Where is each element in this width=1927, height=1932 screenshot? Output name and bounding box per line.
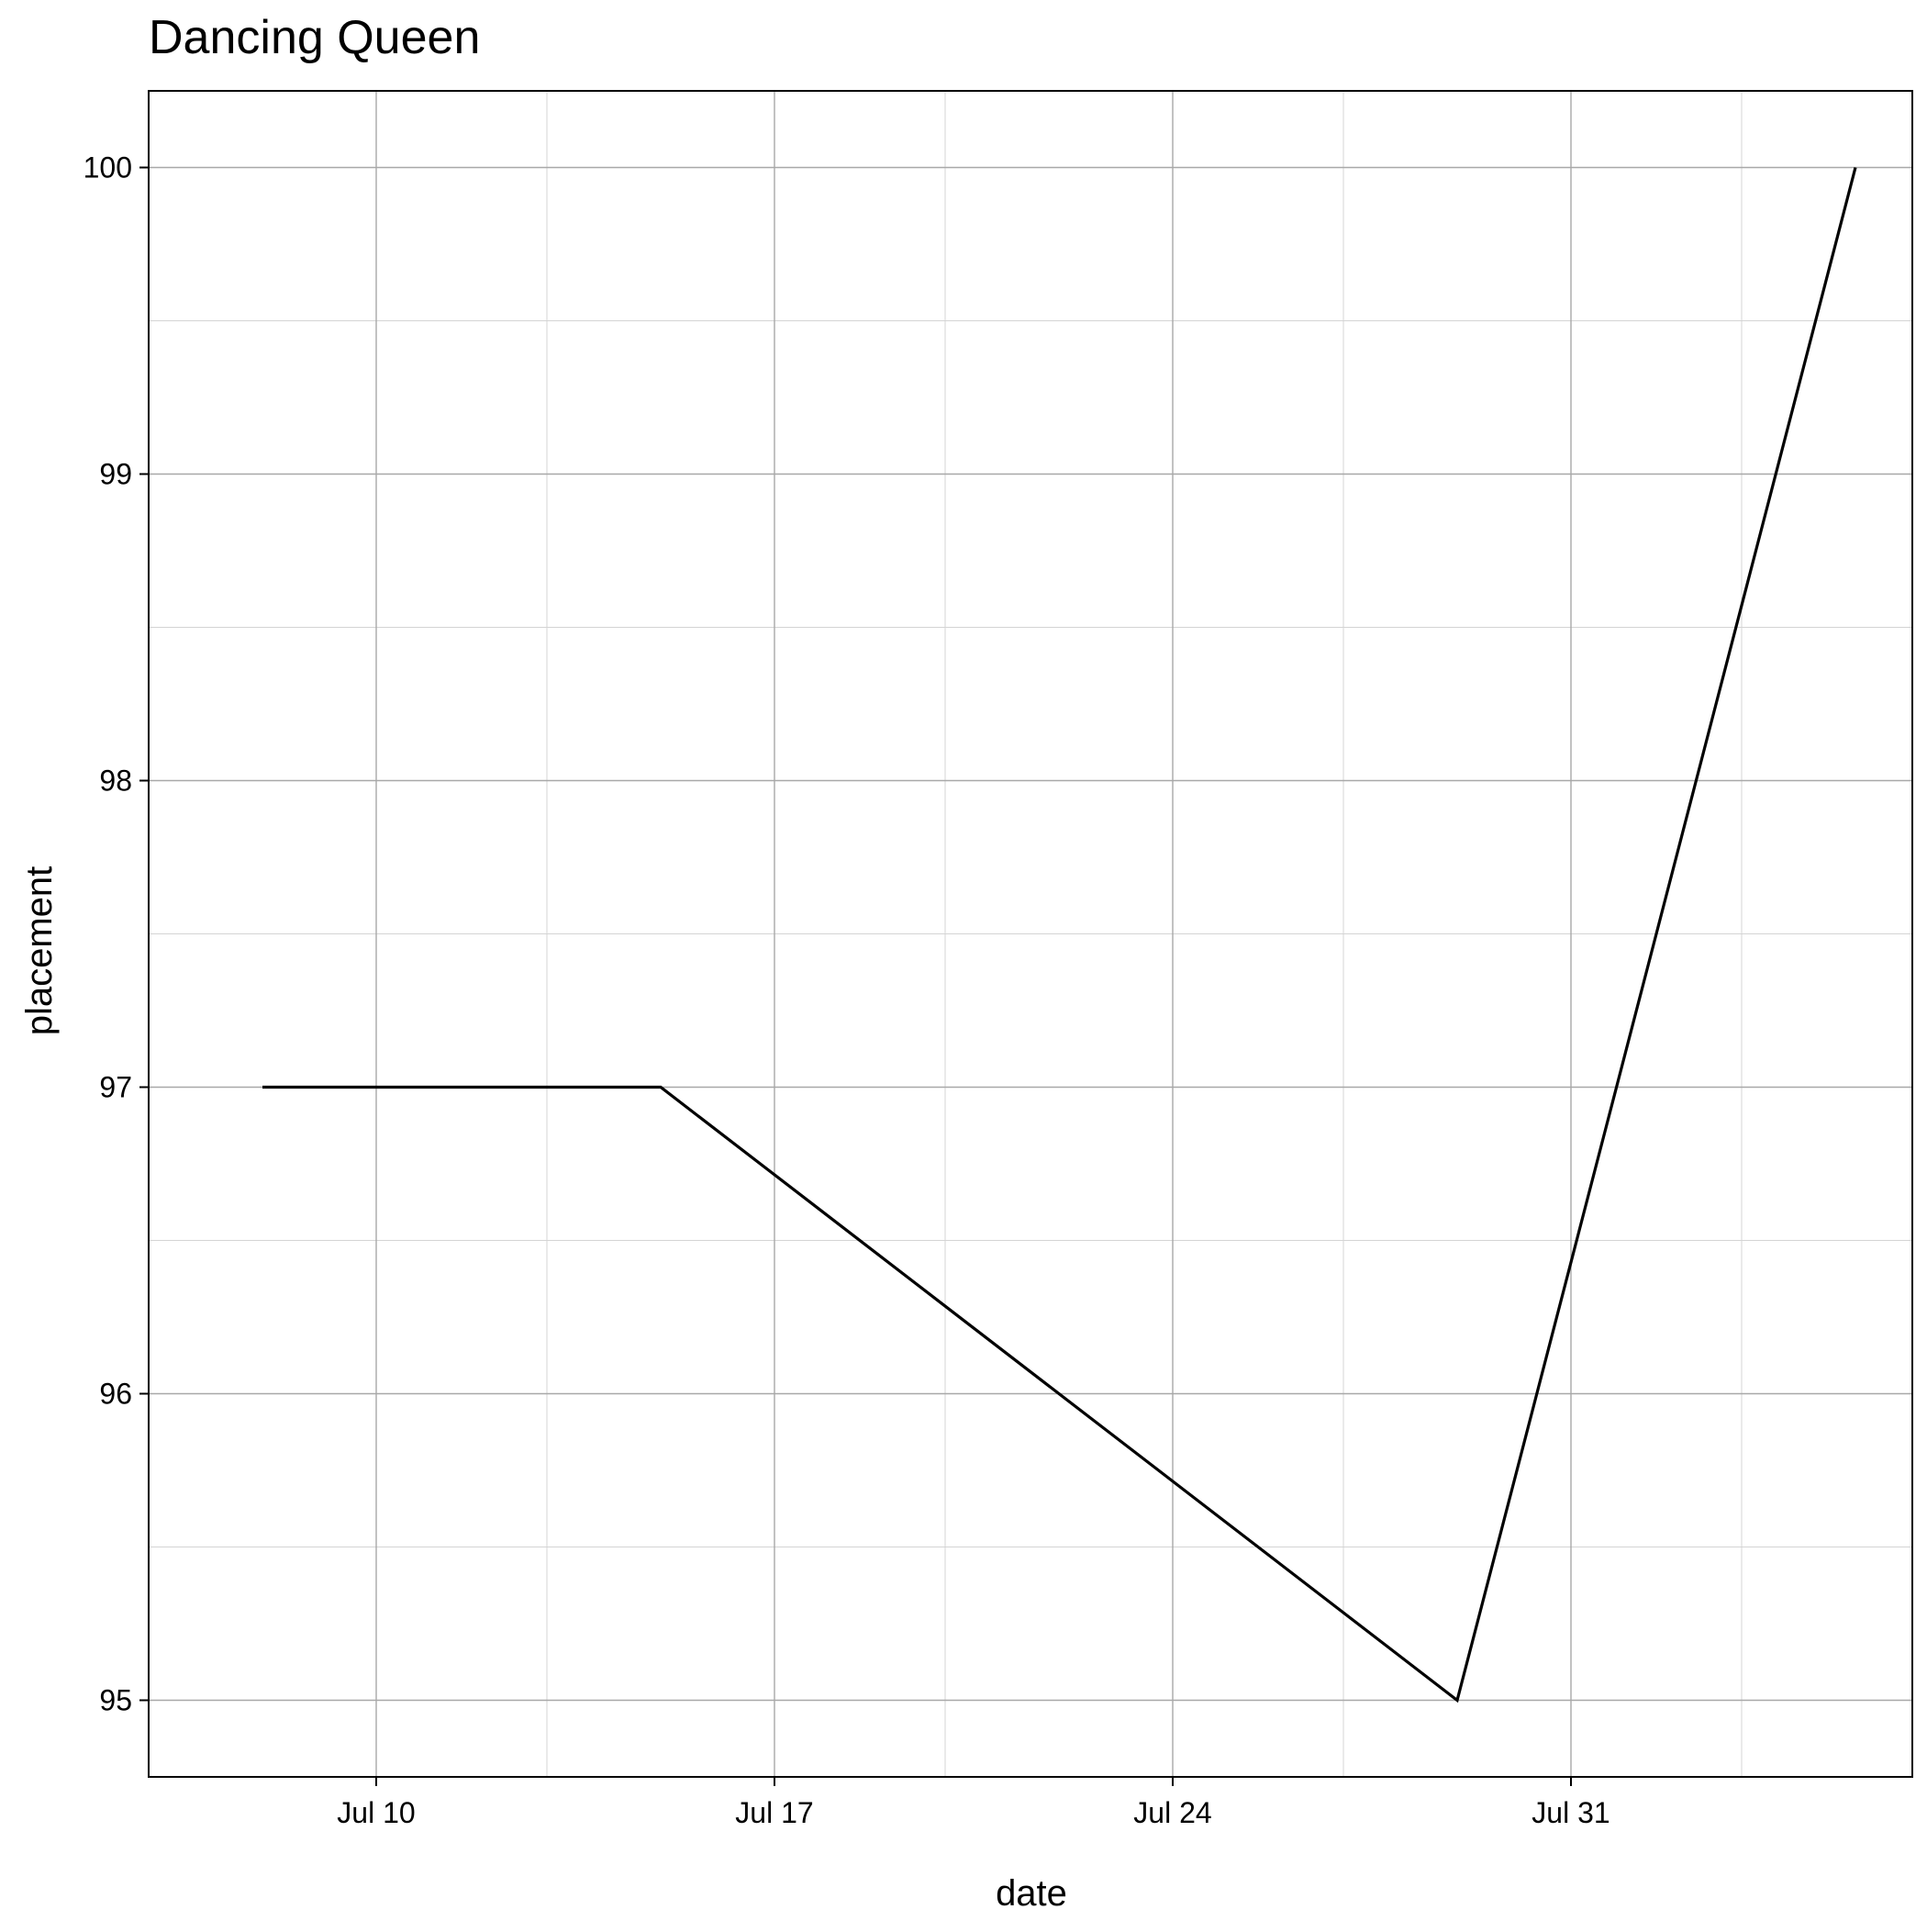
chart-title: Dancing Queen	[149, 11, 480, 64]
y-tick-label: 97	[99, 1071, 132, 1104]
y-tick-label: 96	[99, 1378, 132, 1411]
x-tick-label: Jul 10	[337, 1796, 415, 1829]
x-axis-label: date	[996, 1873, 1067, 1914]
y-tick-label: 100	[84, 151, 132, 184]
x-tick-label: Jul 17	[735, 1796, 813, 1829]
y-tick-label: 98	[99, 765, 132, 798]
x-tick-label: Jul 24	[1133, 1796, 1211, 1829]
y-tick-label: 95	[99, 1684, 132, 1717]
y-tick-label: 99	[99, 458, 132, 491]
y-axis-label: placement	[19, 866, 60, 1036]
x-tick-label: Jul 31	[1532, 1796, 1610, 1829]
